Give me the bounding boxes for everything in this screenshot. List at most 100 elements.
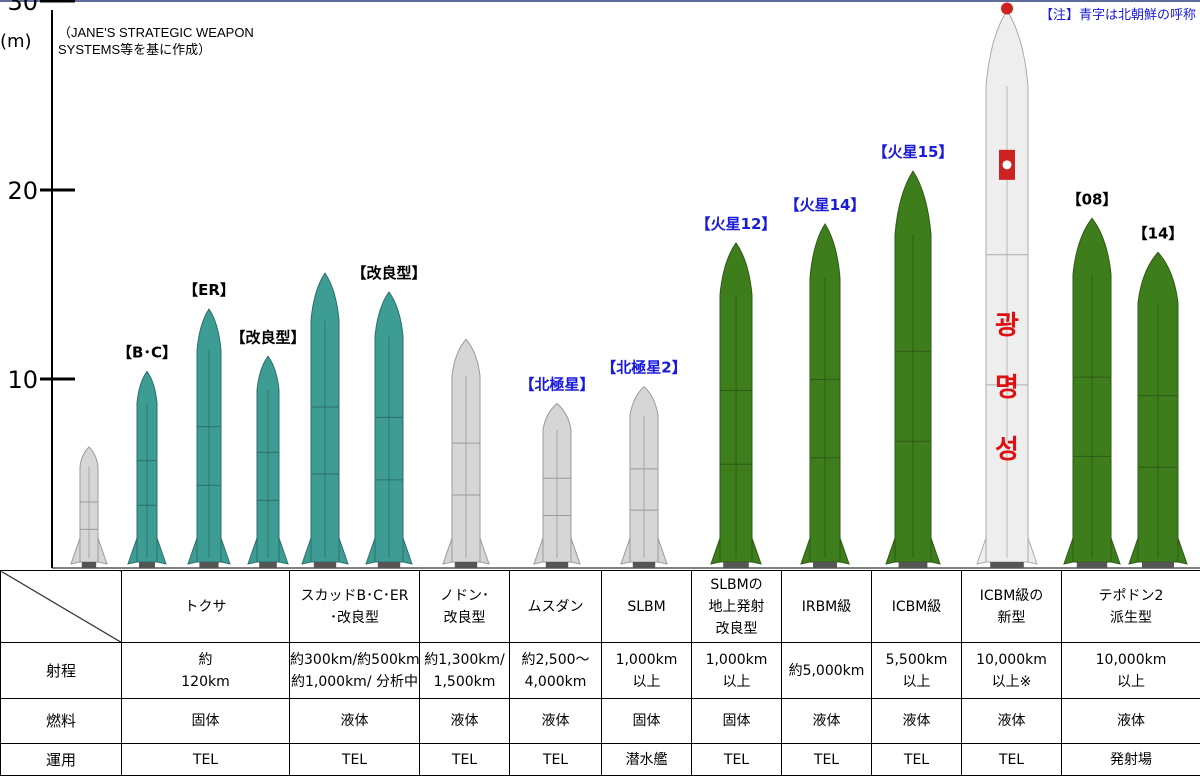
row-label-range: 射程 [1, 643, 122, 699]
missile-nozzle [259, 562, 277, 568]
range-line: 以上 [692, 671, 781, 693]
column-name-line: 地上発射 [692, 596, 781, 618]
column-name-line: 派生型 [1062, 607, 1200, 629]
missile-4 [248, 356, 288, 568]
missile-2 [128, 371, 166, 568]
range-line: 以上 [872, 671, 961, 693]
missile-nozzle [82, 562, 96, 568]
range-line: 約300km/約500km/ [290, 649, 419, 671]
y-axis-unit: (m) [0, 31, 32, 52]
y-tick-label: 30 [7, 0, 38, 16]
table-corner-cell [1, 571, 122, 643]
column-name-line: ムスダン [510, 596, 601, 618]
rocket-tip [1001, 2, 1013, 14]
missile-label: 【北極星】 [519, 376, 594, 394]
column-name-line: スカッドB･C･ER [290, 585, 419, 607]
operation-cell: TEL [692, 744, 782, 776]
column-name-cell: ノドン･改良型 [420, 571, 510, 643]
operation-cell: TEL [290, 744, 420, 776]
column-name-line: ICBM級の [962, 585, 1061, 607]
column-name-cell: ICBM級 [872, 571, 962, 643]
column-name-line: 改良型 [692, 618, 781, 640]
missile-nozzle [378, 562, 400, 568]
missile-nozzle [455, 562, 477, 568]
column-name-line: 改良型 [420, 607, 509, 629]
missile-nozzle [990, 562, 1024, 568]
range-line: 5,500km [872, 649, 961, 671]
column-name-line: IRBM級 [782, 596, 871, 618]
range-line: 1,000km [692, 649, 781, 671]
column-name-line: ICBM級 [872, 596, 961, 618]
range-line: 約 [122, 649, 289, 671]
fuel-cell: 固体 [122, 699, 290, 744]
column-name-line: トクサ [122, 596, 289, 618]
range-line: 約2,500～ [510, 649, 601, 671]
missile-label: 【08】 [1067, 190, 1118, 208]
fuel-cell: 液体 [1062, 699, 1200, 744]
rocket-hangul-char: 성 [995, 435, 1019, 465]
missile-nozzle [199, 562, 218, 568]
missile-nozzle [1077, 562, 1107, 568]
operation-cell: TEL [510, 744, 602, 776]
column-name-cell: SLBMの地上発射改良型 [692, 571, 782, 643]
missile-label: 【改良型】 [230, 328, 305, 346]
column-name-line: 新型 [962, 607, 1061, 629]
flag-circle [1003, 160, 1012, 169]
operation-cell: TEL [872, 744, 962, 776]
range-line: 以上 [1062, 671, 1200, 693]
fuel-cell: 固体 [692, 699, 782, 744]
missile-7 [443, 339, 489, 568]
missile-6 [366, 292, 412, 568]
missile-label: 【火星15】 [873, 143, 954, 161]
range-line: 10,000km [962, 649, 1061, 671]
column-name-line: ･改良型 [290, 607, 419, 629]
fuel-cell: 液体 [420, 699, 510, 744]
missile-14 [1064, 218, 1120, 568]
missile-nozzle [723, 562, 749, 568]
column-name-cell: IRBM級 [782, 571, 872, 643]
missile-1 [71, 447, 107, 568]
missile-nozzle [139, 562, 155, 568]
legend-note: 【注】青字は北朝鮮の呼称 [1040, 8, 1196, 23]
column-name-cell: ICBM級の新型 [962, 571, 1062, 643]
column-name-cell: スカッドB･C･ER･改良型 [290, 571, 420, 643]
missile-10 [711, 243, 761, 568]
range-line: 約1,300km/ [420, 649, 509, 671]
missile-label: 【B･C】 [117, 343, 177, 361]
missile-silhouettes: 광명성 [71, 2, 1187, 568]
source-note-line-2: SYSTEMS等を基に作成） [58, 42, 211, 57]
missile-11 [801, 224, 849, 568]
source-note-line-1: （JANE'S STRATEGIC WEAPON [58, 25, 254, 40]
operation-cell: 潜水艦 [602, 744, 692, 776]
column-name-cell: SLBM [602, 571, 692, 643]
fuel-cell: 液体 [290, 699, 420, 744]
missile-label: 【火星14】 [785, 196, 866, 214]
missile-label: 【14】 [1133, 224, 1184, 242]
missile-13: 광명성 [977, 2, 1037, 568]
missile-15 [1129, 252, 1187, 568]
y-tick-label: 10 [7, 366, 38, 394]
operation-cell: TEL [420, 744, 510, 776]
missile-3 [188, 309, 230, 568]
range-line: 以上 [602, 671, 691, 693]
missile-label: 【火星12】 [696, 215, 777, 233]
missile-nozzle [546, 562, 568, 568]
operation-cell: TEL [962, 744, 1062, 776]
table-row-fuel: 燃料 固体液体液体液体固体固体液体液体液体液体液体 [1, 699, 1200, 744]
rocket-hangul-char: 명 [995, 373, 1019, 403]
table-row-operation: 運用 TELTELTELTEL潜水艦TELTELTELTEL発射場TEL [1, 744, 1200, 776]
missile-nozzle [899, 562, 928, 568]
missile-5 [302, 273, 348, 568]
range-line: 4,000km [510, 671, 601, 693]
